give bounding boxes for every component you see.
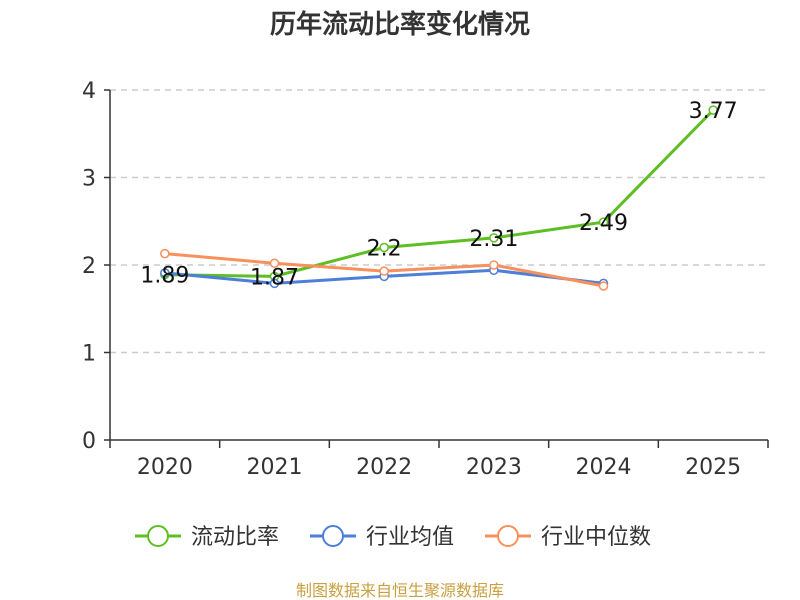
legend-label-0: 流动比率 — [191, 525, 279, 550]
legend-marker-1 — [322, 525, 344, 547]
data-label-2022: 2.2 — [367, 237, 402, 262]
chart-title: 历年流动比率变化情况 — [270, 9, 530, 40]
legend-label-1: 行业均值 — [366, 525, 454, 550]
legend-marker-2 — [497, 525, 519, 547]
data-label-2024: 2.49 — [579, 211, 628, 236]
point-2-2020 — [160, 248, 170, 259]
point-2-2024 — [598, 281, 609, 291]
x-tick-label-2022: 2022 — [356, 455, 412, 480]
point-0-2022 — [379, 242, 389, 253]
series-2 — [160, 248, 609, 291]
data-label-2025: 3.77 — [689, 99, 738, 124]
data-labels: 1.89 1.87 2.2 2.31 2.49 3.77 — [140, 99, 737, 290]
point-2-2021 — [269, 258, 280, 268]
x-tick-label-2023: 2023 — [466, 455, 522, 480]
x-tick-label-2025: 2025 — [685, 455, 741, 480]
data-label-2021: 1.87 — [250, 265, 299, 290]
point-2-2022 — [379, 266, 389, 276]
data-label-2020: 1.89 — [140, 264, 189, 289]
point-0-2023 — [489, 233, 499, 243]
legend[interactable]: 流动比率 行业均值 行业中位数 — [135, 525, 651, 550]
point-2-2023 — [489, 260, 499, 270]
legend-item-1[interactable]: 行业均值 — [310, 525, 454, 550]
data-label-2023: 2.31 — [469, 227, 518, 252]
point-1-2020 — [160, 268, 170, 278]
legend-item-0[interactable]: 流动比率 — [135, 525, 279, 550]
source-note: 制图数据来自恒生聚源数据库 — [296, 581, 504, 600]
legend-marker-0 — [147, 525, 169, 547]
grid-lines — [110, 89, 768, 354]
series-0 — [160, 105, 718, 282]
y-tick-label-1: 1 — [82, 342, 96, 367]
series-lines — [160, 105, 718, 291]
point-1-2021 — [269, 278, 280, 289]
y-tick-label-0: 0 — [82, 429, 96, 454]
legend-item-2[interactable]: 行业中位数 — [485, 525, 651, 550]
series-line-0 — [164, 109, 715, 278]
x-tick-label-2021: 2021 — [247, 455, 303, 480]
y-tick-label-2: 2 — [82, 254, 96, 279]
axes: 0 1 2 3 4 2020 2021 2022 2023 2024 2025 — [82, 79, 769, 480]
legend-label-2: 行业中位数 — [541, 525, 651, 550]
x-tick-label-2024: 2024 — [576, 455, 632, 480]
y-tick-label-3: 3 — [82, 167, 96, 192]
x-tick-label-2020: 2020 — [137, 455, 193, 480]
y-tick-label-4: 4 — [82, 79, 96, 104]
point-0-2024 — [598, 217, 609, 227]
point-0-2025 — [708, 105, 718, 115]
